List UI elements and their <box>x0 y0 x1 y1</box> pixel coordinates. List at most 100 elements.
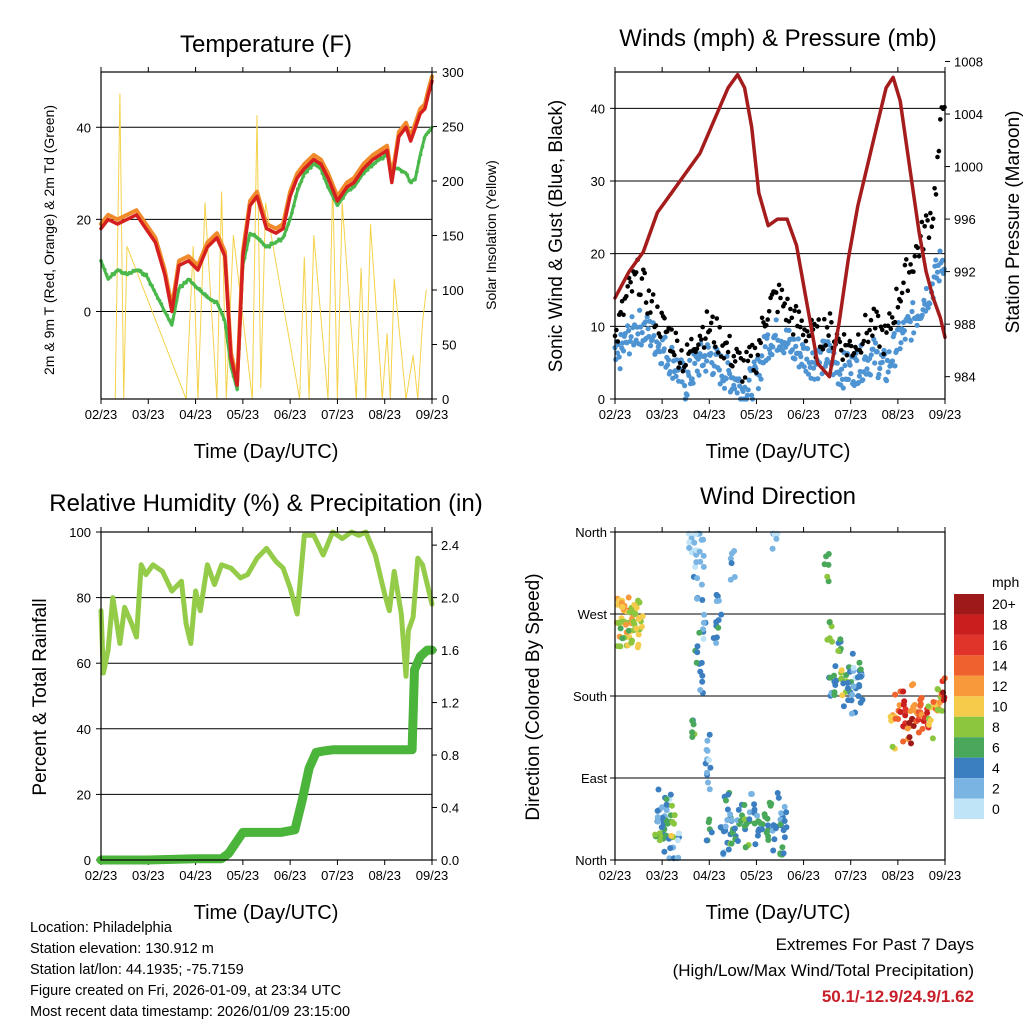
gust-point <box>749 342 755 348</box>
wind-point <box>633 337 639 343</box>
y2-tick-label: 1.2 <box>441 696 459 711</box>
dewpoint-point <box>415 169 419 174</box>
direction-point <box>668 832 675 839</box>
direction-point <box>892 691 899 698</box>
wind-point <box>637 307 643 313</box>
wind-point <box>886 349 892 355</box>
direction-point <box>775 794 782 801</box>
gust-point <box>755 352 761 358</box>
gust-point <box>761 320 766 325</box>
x-tick-label: 06/23 <box>274 407 307 422</box>
direction-point <box>778 810 785 817</box>
x-tick-label: 02/23 <box>599 407 632 422</box>
direction-point <box>927 717 934 724</box>
winds-xlabel: Time (Day/UTC) <box>706 441 851 463</box>
station-info: Location: Philadelphia Station elevation… <box>30 918 350 1023</box>
gust-point <box>639 276 645 281</box>
gust-point <box>799 318 804 324</box>
gust-point <box>871 306 877 312</box>
wind-point <box>745 387 751 393</box>
wind-point <box>898 340 904 346</box>
x-tick-label: 03/23 <box>132 407 165 422</box>
dewpoint-point <box>176 288 181 293</box>
colorbar-label: 16 <box>992 637 1008 653</box>
dewpoint-point <box>320 171 325 176</box>
dewpoint-point <box>309 166 313 170</box>
wind-point <box>665 362 671 368</box>
gust-point <box>904 257 909 262</box>
gust-point <box>848 343 854 349</box>
x-tick-label: 05/23 <box>740 407 773 422</box>
direction-point <box>655 818 661 825</box>
dewpoint-point <box>171 317 175 322</box>
wind-point <box>692 360 698 366</box>
direction-point <box>769 545 776 552</box>
direction-point <box>615 619 622 626</box>
direction-point <box>706 731 713 738</box>
direction-point <box>900 738 907 745</box>
wind-point <box>773 317 779 323</box>
x-tick-label: 03/23 <box>132 868 165 883</box>
direction-point <box>715 624 722 631</box>
wind-point <box>744 392 751 398</box>
gust-point <box>748 353 754 359</box>
direction-point <box>694 575 701 582</box>
direction-point <box>765 837 772 843</box>
gust-point <box>892 319 898 325</box>
direction-point <box>770 847 777 854</box>
gust-point <box>826 333 831 338</box>
direction-point <box>929 735 936 742</box>
direction-point <box>622 621 629 628</box>
wind-point <box>772 332 779 338</box>
direction-point <box>700 635 707 642</box>
gust-point <box>875 313 881 319</box>
rh-precip-panel: Relative Humidity (%) & Precipitation (i… <box>30 490 483 924</box>
gust-point <box>901 280 906 286</box>
direction-point <box>900 688 907 695</box>
wind-point <box>815 376 821 382</box>
direction-point <box>926 721 932 728</box>
x-tick-label: 04/23 <box>179 407 212 422</box>
wind-point <box>856 373 863 379</box>
wind-point <box>867 372 874 378</box>
wind-point <box>883 378 890 384</box>
wind-point <box>682 383 688 389</box>
direction-point <box>724 806 731 813</box>
colorbar-swatch <box>954 696 984 717</box>
colorbar-swatch <box>954 737 984 758</box>
direction-point <box>713 640 720 646</box>
wind-point <box>661 346 667 352</box>
gust-point <box>704 309 710 314</box>
direction-point <box>674 837 681 844</box>
gust-point <box>778 295 783 301</box>
gust-point <box>633 270 639 275</box>
direction-point <box>714 593 721 600</box>
y2-tick-label: 1.6 <box>441 643 459 658</box>
gust-point <box>837 339 843 345</box>
gust-point <box>786 319 792 324</box>
dewpoint-point <box>362 171 366 176</box>
direction-point <box>664 820 671 827</box>
extremes-subtitle: (High/Low/Max Wind/Total Precipitation) <box>672 961 974 980</box>
wind-point <box>901 328 908 334</box>
direction-point <box>756 826 763 833</box>
gust-point <box>646 288 652 294</box>
dewpoint-point <box>112 272 116 277</box>
wind-point <box>914 322 920 328</box>
wind-point <box>897 346 903 352</box>
wind-point <box>695 356 701 362</box>
direction-point <box>746 809 753 816</box>
y2-tick-label: 992 <box>954 265 976 280</box>
dewpoint-point <box>301 174 306 179</box>
dewpoint-point <box>129 271 134 275</box>
gust-point <box>928 210 933 216</box>
gust-point <box>814 324 820 329</box>
wind-point <box>759 353 765 359</box>
direction-point <box>720 850 727 857</box>
direction-point <box>902 706 909 713</box>
wind-point <box>939 257 946 263</box>
wind-point <box>891 331 897 337</box>
wind-point <box>854 357 860 364</box>
wind-point <box>840 385 846 391</box>
y2-tick-label: 1004 <box>954 107 983 122</box>
